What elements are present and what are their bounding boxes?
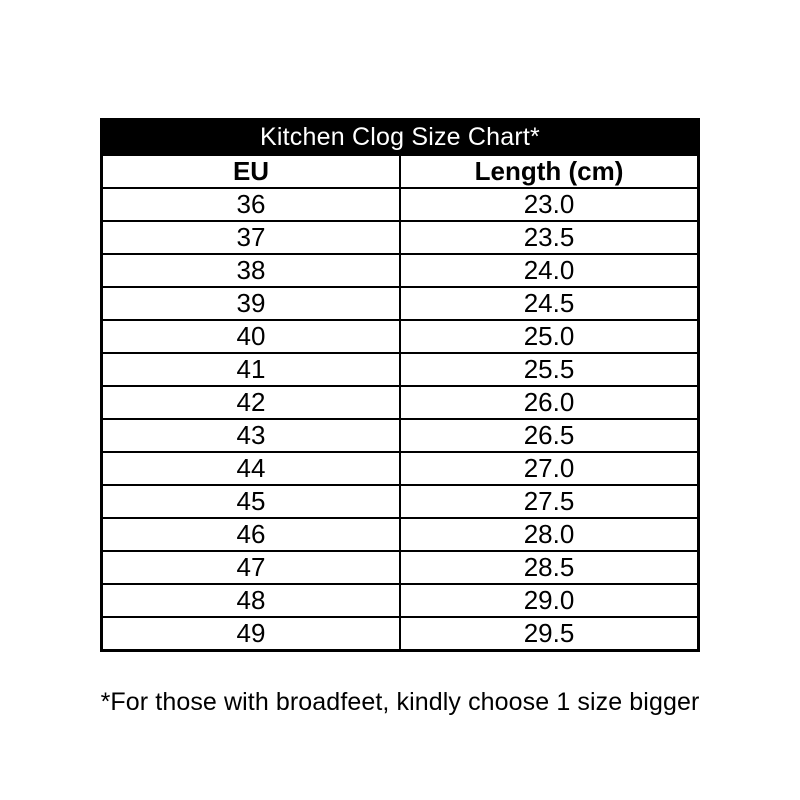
size-chart-table: Kitchen Clog Size Chart* EU Length (cm) …: [100, 118, 700, 652]
length-cm-cell: 23.5: [399, 220, 700, 255]
eu-size-cell: 44: [100, 451, 401, 486]
eu-size-cell: 39: [100, 286, 401, 321]
eu-size-cell: 37: [100, 220, 401, 255]
eu-size-cell: 43: [100, 418, 401, 453]
length-cm-cell: 29.5: [399, 616, 700, 652]
header-row: EU Length (cm): [100, 154, 700, 189]
table-row: 39 24.5: [100, 286, 700, 321]
table-row: 47 28.5: [100, 550, 700, 585]
length-cm-cell: 23.0: [399, 187, 700, 222]
length-cm-cell: 28.5: [399, 550, 700, 585]
table-row: 41 25.5: [100, 352, 700, 387]
length-cm-cell: 27.5: [399, 484, 700, 519]
footnote-text: *For those with broadfeet, kindly choose…: [100, 688, 700, 716]
length-cm-cell: 24.0: [399, 253, 700, 288]
eu-size-cell: 48: [100, 583, 401, 618]
table-row: 48 29.0: [100, 583, 700, 618]
table-row: 49 29.5: [100, 616, 700, 652]
eu-size-cell: 49: [100, 616, 401, 652]
column-header-eu: EU: [100, 154, 401, 189]
table-row: 37 23.5: [100, 220, 700, 255]
eu-size-cell: 38: [100, 253, 401, 288]
table-body: 36 23.0 37 23.5 38 24.0 39 24.5 40 25.0 41 25.5 42 26…: [100, 187, 700, 652]
eu-size-cell: 46: [100, 517, 401, 552]
eu-size-cell: 42: [100, 385, 401, 420]
eu-size-cell: 45: [100, 484, 401, 519]
length-cm-cell: 29.0: [399, 583, 700, 618]
eu-size-cell: 36: [100, 187, 401, 222]
length-cm-cell: 24.5: [399, 286, 700, 321]
length-cm-cell: 28.0: [399, 517, 700, 552]
table-head: Kitchen Clog Size Chart* EU Length (cm): [100, 118, 700, 189]
table-row: 45 27.5: [100, 484, 700, 519]
eu-size-cell: 40: [100, 319, 401, 354]
table-row: 44 27.0: [100, 451, 700, 486]
table-row: 40 25.0: [100, 319, 700, 354]
length-cm-cell: 25.0: [399, 319, 700, 354]
length-cm-cell: 26.5: [399, 418, 700, 453]
length-cm-cell: 27.0: [399, 451, 700, 486]
length-cm-cell: 25.5: [399, 352, 700, 387]
table-title: Kitchen Clog Size Chart*: [100, 118, 700, 156]
table-row: 38 24.0: [100, 253, 700, 288]
length-cm-cell: 26.0: [399, 385, 700, 420]
table-row: 42 26.0: [100, 385, 700, 420]
title-row: Kitchen Clog Size Chart*: [100, 118, 700, 156]
table-row: 36 23.0: [100, 187, 700, 222]
eu-size-cell: 41: [100, 352, 401, 387]
table-row: 43 26.5: [100, 418, 700, 453]
table-row: 46 28.0: [100, 517, 700, 552]
column-header-length-cm: Length (cm): [399, 154, 700, 189]
eu-size-cell: 47: [100, 550, 401, 585]
